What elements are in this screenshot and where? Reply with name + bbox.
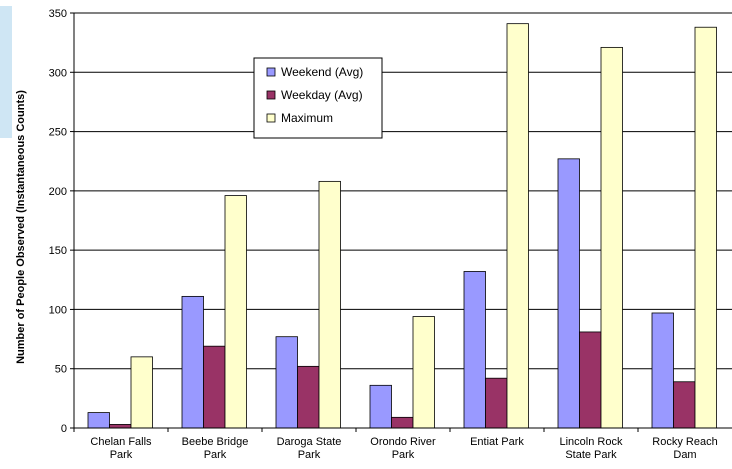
- bar-weekday-avg: [579, 331, 602, 429]
- bar-weekend-avg: [557, 158, 580, 429]
- x-category-label-line: Beebe Bridge: [182, 436, 249, 448]
- bar-weekend-avg: [87, 412, 110, 429]
- bar-weekend-avg: [275, 336, 298, 429]
- legend-label: Weekday (Avg): [281, 88, 363, 102]
- x-category-label-line: Park: [204, 449, 227, 461]
- y-tick-labels: 0 50 100 150 200 250 300 350: [49, 8, 67, 435]
- y-tick-label: 200: [49, 186, 67, 198]
- y-tick-label: 50: [55, 364, 67, 376]
- bar-weekend-avg: [463, 271, 486, 429]
- x-category-label-line: Daroga State: [277, 436, 342, 448]
- legend-label: Weekend (Avg): [281, 65, 363, 79]
- x-category-label-line: Rocky Reach: [652, 436, 717, 448]
- x-category-label: Orondo River Park: [370, 436, 436, 461]
- x-category-label-line: Park: [298, 449, 321, 461]
- bar-weekend-avg: [181, 295, 204, 429]
- x-category-label: Daroga State Park: [277, 436, 342, 461]
- x-category-label-line: Lincoln Rock: [560, 436, 623, 448]
- axes: [70, 12, 732, 432]
- legend-swatch: [266, 90, 276, 100]
- y-tick-label: 0: [61, 423, 67, 435]
- bar-maximum: [694, 26, 717, 429]
- x-category-label-line: Park: [110, 449, 133, 461]
- bar-weekday-avg: [673, 381, 696, 429]
- x-category-label-line: State Park: [565, 449, 617, 461]
- legend-swatch: [266, 67, 276, 77]
- left-accent-strip: [0, 6, 12, 138]
- x-category-label-line: Chelan Falls: [90, 436, 152, 448]
- y-tick-label: 150: [49, 245, 67, 257]
- legend-swatch: [266, 113, 276, 123]
- y-tick-label: 250: [49, 127, 67, 139]
- legend: Weekend (Avg) Weekday (Avg) Maximum: [253, 57, 383, 139]
- bar-maximum: [506, 23, 529, 429]
- gridlines: [74, 12, 732, 370]
- bar-weekend-avg: [651, 312, 674, 429]
- x-category-label-line: Entiat Park: [470, 436, 524, 448]
- y-axis-label: Number of People Observed (Instantaneous…: [15, 90, 27, 364]
- bar-maximum: [130, 356, 153, 429]
- x-category-label: Rocky Reach Dam: [652, 436, 717, 461]
- x-category-label: Beebe Bridge Park: [182, 436, 249, 461]
- x-category-label-line: Park: [392, 449, 415, 461]
- x-category-label-line: Orondo River: [370, 436, 436, 448]
- x-category-label: Chelan Falls Park: [90, 436, 152, 461]
- bar-weekday-avg: [391, 416, 414, 429]
- y-tick-label: 300: [49, 67, 67, 79]
- bar-weekday-avg: [297, 365, 320, 429]
- y-tick-label: 350: [49, 8, 67, 20]
- legend-label: Maximum: [281, 111, 333, 125]
- x-category-label: Entiat Park: [470, 436, 524, 448]
- bar-maximum: [412, 316, 435, 429]
- bar-weekday-avg: [109, 424, 132, 429]
- y-tick-label: 100: [49, 304, 67, 316]
- bar-maximum: [224, 195, 247, 429]
- bar-weekday-avg: [203, 345, 226, 429]
- bars: [87, 23, 717, 429]
- bar-maximum: [600, 46, 623, 429]
- x-category-label-line: Dam: [673, 449, 696, 461]
- x-category-label: Lincoln Rock State Park: [560, 436, 623, 461]
- bar-maximum: [318, 180, 341, 429]
- bar-weekend-avg: [369, 384, 392, 429]
- bar-weekday-avg: [485, 377, 508, 429]
